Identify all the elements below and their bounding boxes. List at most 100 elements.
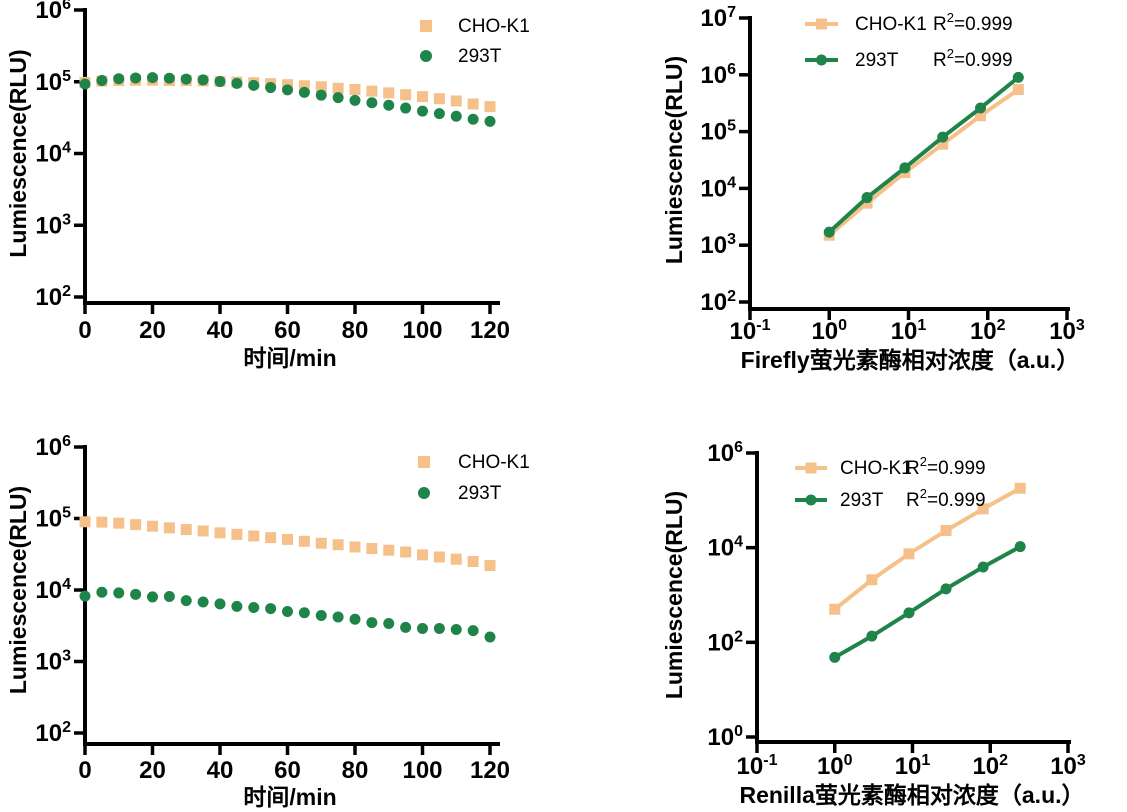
- data-point-circle: [484, 631, 496, 643]
- data-point-square: [282, 533, 293, 545]
- data-point-circle: [861, 192, 873, 204]
- data-point-circle: [1012, 71, 1024, 83]
- x-tick-label: 102: [972, 752, 1008, 780]
- y-tick-label: 100: [707, 723, 743, 751]
- legend-label: 293T: [855, 50, 899, 71]
- data-point-circle: [450, 110, 462, 122]
- data-point-circle: [899, 162, 911, 174]
- legend: CHO-K1 293T: [420, 16, 530, 67]
- data-point-circle: [298, 607, 310, 619]
- data-point-square: [467, 98, 479, 110]
- y-tick-label: 105: [35, 505, 71, 533]
- data-point-circle: [147, 72, 158, 84]
- data-point-circle: [433, 108, 445, 120]
- data-point-circle: [467, 113, 479, 125]
- y-tick-label: 102: [700, 288, 736, 316]
- data-point-square: [433, 551, 445, 563]
- data-point-circle: [180, 73, 192, 85]
- legend-label: CHO-K1: [840, 458, 912, 479]
- y-axis-title: Lumiescence(RLU): [661, 491, 687, 699]
- data-point-square: [231, 528, 243, 540]
- data-point-square: [400, 546, 412, 558]
- data-point-square: [79, 516, 91, 528]
- y-tick-label: 102: [707, 628, 743, 656]
- series-cho-k1: [829, 482, 1026, 615]
- x-tick-label: 100: [402, 757, 442, 784]
- data-point-circle: [450, 624, 462, 636]
- data-point-circle: [433, 622, 445, 634]
- data-point-circle: [79, 590, 91, 602]
- x-tick-label: 100: [817, 752, 853, 780]
- data-point-square: [113, 517, 125, 529]
- x-tick-label: 100: [402, 317, 442, 344]
- x-tick-label: 80: [342, 757, 369, 784]
- x-axis-title: Firefly萤光素酶相对浓度（a.u.）: [741, 347, 1080, 373]
- data-point-circle: [400, 102, 412, 114]
- y-axis-title: Lumiescence(RLU): [5, 49, 31, 257]
- series-line: [827, 75, 1020, 234]
- x-tick-label: 40: [207, 317, 234, 344]
- x-tick-label: 103: [1050, 752, 1086, 780]
- data-point-circle: [231, 600, 243, 612]
- legend-marker-square: [816, 18, 827, 30]
- data-point-square: [130, 519, 142, 531]
- data-point-circle: [400, 621, 412, 633]
- data-point-square: [315, 537, 327, 549]
- data-point-circle: [113, 73, 125, 85]
- data-point-square: [383, 544, 395, 556]
- data-point-circle: [829, 651, 841, 663]
- legend-marker-circle: [816, 54, 827, 66]
- series-line: [833, 486, 1022, 611]
- x-axis-title: 时间/min: [243, 784, 336, 810]
- y-tick-label: 104: [700, 174, 736, 202]
- series-cho-k1: [79, 516, 496, 572]
- data-point-circle: [332, 611, 344, 623]
- legend-label: 293T: [458, 483, 502, 504]
- y-tick-label: 104: [707, 534, 743, 562]
- data-point-circle: [282, 606, 293, 618]
- y-tick-label: 107: [700, 4, 736, 32]
- y-tick-label: 102: [35, 719, 71, 747]
- data-point-square: [332, 539, 344, 551]
- data-point-square: [298, 535, 310, 547]
- chart-luminescence-vs-time-firefly: 102 103 104 105 106 0 20 40 60 80 100 120 时间/min Lumi…: [5, 0, 530, 371]
- y-tick-label: 103: [35, 648, 71, 676]
- y-tick-label: 104: [35, 576, 71, 604]
- x-tick-label: 0: [78, 757, 91, 784]
- x-tick-label: 20: [139, 317, 166, 344]
- legend-marker-circle: [805, 494, 817, 506]
- data-point-square: [484, 560, 496, 572]
- legend-marker-circle: [418, 487, 430, 499]
- data-point-circle: [163, 72, 175, 84]
- data-point-circle: [163, 591, 175, 603]
- data-point-square: [903, 548, 915, 560]
- legend-marker-square: [420, 20, 432, 32]
- y-tick-label: 103: [700, 231, 736, 259]
- x-tick-label: 102: [970, 317, 1006, 345]
- x-tick-label: 0: [78, 317, 91, 344]
- data-point-circle: [332, 92, 344, 104]
- data-point-square: [417, 549, 428, 561]
- data-point-square: [163, 522, 175, 534]
- legend-r-squared: R2=0.999: [906, 486, 986, 511]
- data-point-square: [147, 520, 158, 532]
- data-point-circle: [265, 82, 277, 94]
- data-point-circle: [96, 75, 108, 87]
- data-point-square: [433, 93, 445, 105]
- y-tick-label: 103: [35, 211, 71, 239]
- data-point-circle: [467, 625, 479, 637]
- data-point-square: [366, 543, 378, 555]
- legend: CHO-K1 R2=0.999 293T R2=0.999: [805, 10, 1013, 71]
- data-point-square: [977, 503, 989, 515]
- y-axis-title: Lumiescence(RLU): [661, 56, 687, 264]
- data-point-square: [214, 527, 226, 539]
- series-293t: [829, 541, 1026, 663]
- x-axis-title: 时间/min: [243, 345, 336, 371]
- y-axis-title: Lumiescence(RLU): [5, 486, 31, 694]
- legend-label: CHO-K1: [855, 14, 927, 35]
- data-point-square: [1012, 84, 1024, 96]
- x-tick-label: 103: [1049, 317, 1085, 345]
- x-tick-label: 101: [891, 317, 927, 345]
